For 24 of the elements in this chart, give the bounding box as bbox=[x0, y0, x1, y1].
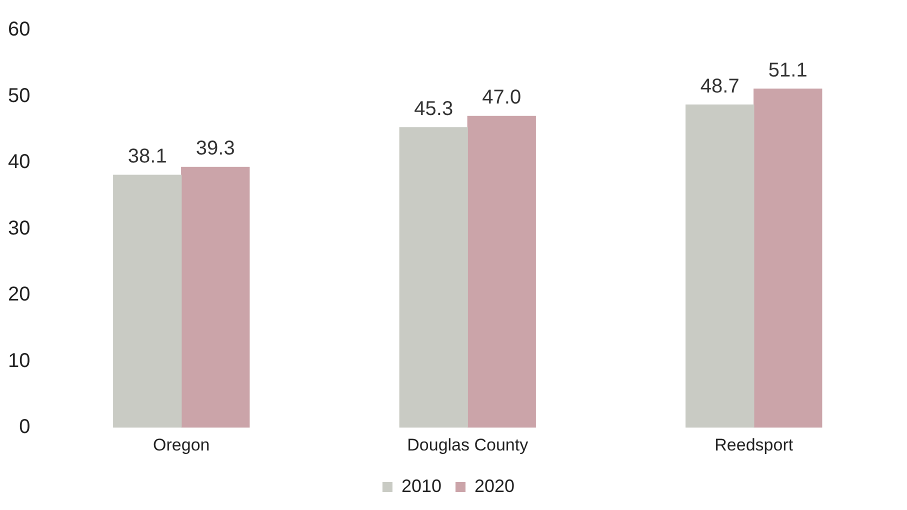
y-tick-label: 20 bbox=[8, 284, 30, 306]
legend-label: 2010 bbox=[401, 476, 442, 496]
x-tick-label: Oregon bbox=[153, 435, 210, 454]
data-label: 48.7 bbox=[700, 75, 740, 98]
x-tick-label: Douglas County bbox=[407, 435, 529, 454]
bar bbox=[754, 88, 822, 428]
data-label: 38.1 bbox=[128, 146, 167, 168]
y-tick-label: 50 bbox=[8, 84, 30, 107]
bar bbox=[399, 127, 468, 428]
legend-label: 2020 bbox=[474, 476, 515, 496]
y-tick-label: 60 bbox=[8, 18, 30, 41]
y-tick-label: 40 bbox=[8, 151, 30, 174]
bar bbox=[181, 166, 250, 428]
bar bbox=[686, 104, 754, 428]
y-tick-label: 10 bbox=[8, 350, 30, 372]
bar bbox=[113, 174, 182, 428]
data-label: 51.1 bbox=[768, 59, 808, 82]
x-tick-label: Reedsport bbox=[714, 435, 794, 454]
data-label: 47.0 bbox=[482, 86, 522, 109]
bar bbox=[467, 116, 536, 428]
data-label: 39.3 bbox=[196, 138, 235, 160]
y-tick-label: 30 bbox=[8, 217, 30, 240]
data-label: 45.3 bbox=[414, 98, 454, 120]
y-tick-label: 0 bbox=[19, 416, 30, 438]
